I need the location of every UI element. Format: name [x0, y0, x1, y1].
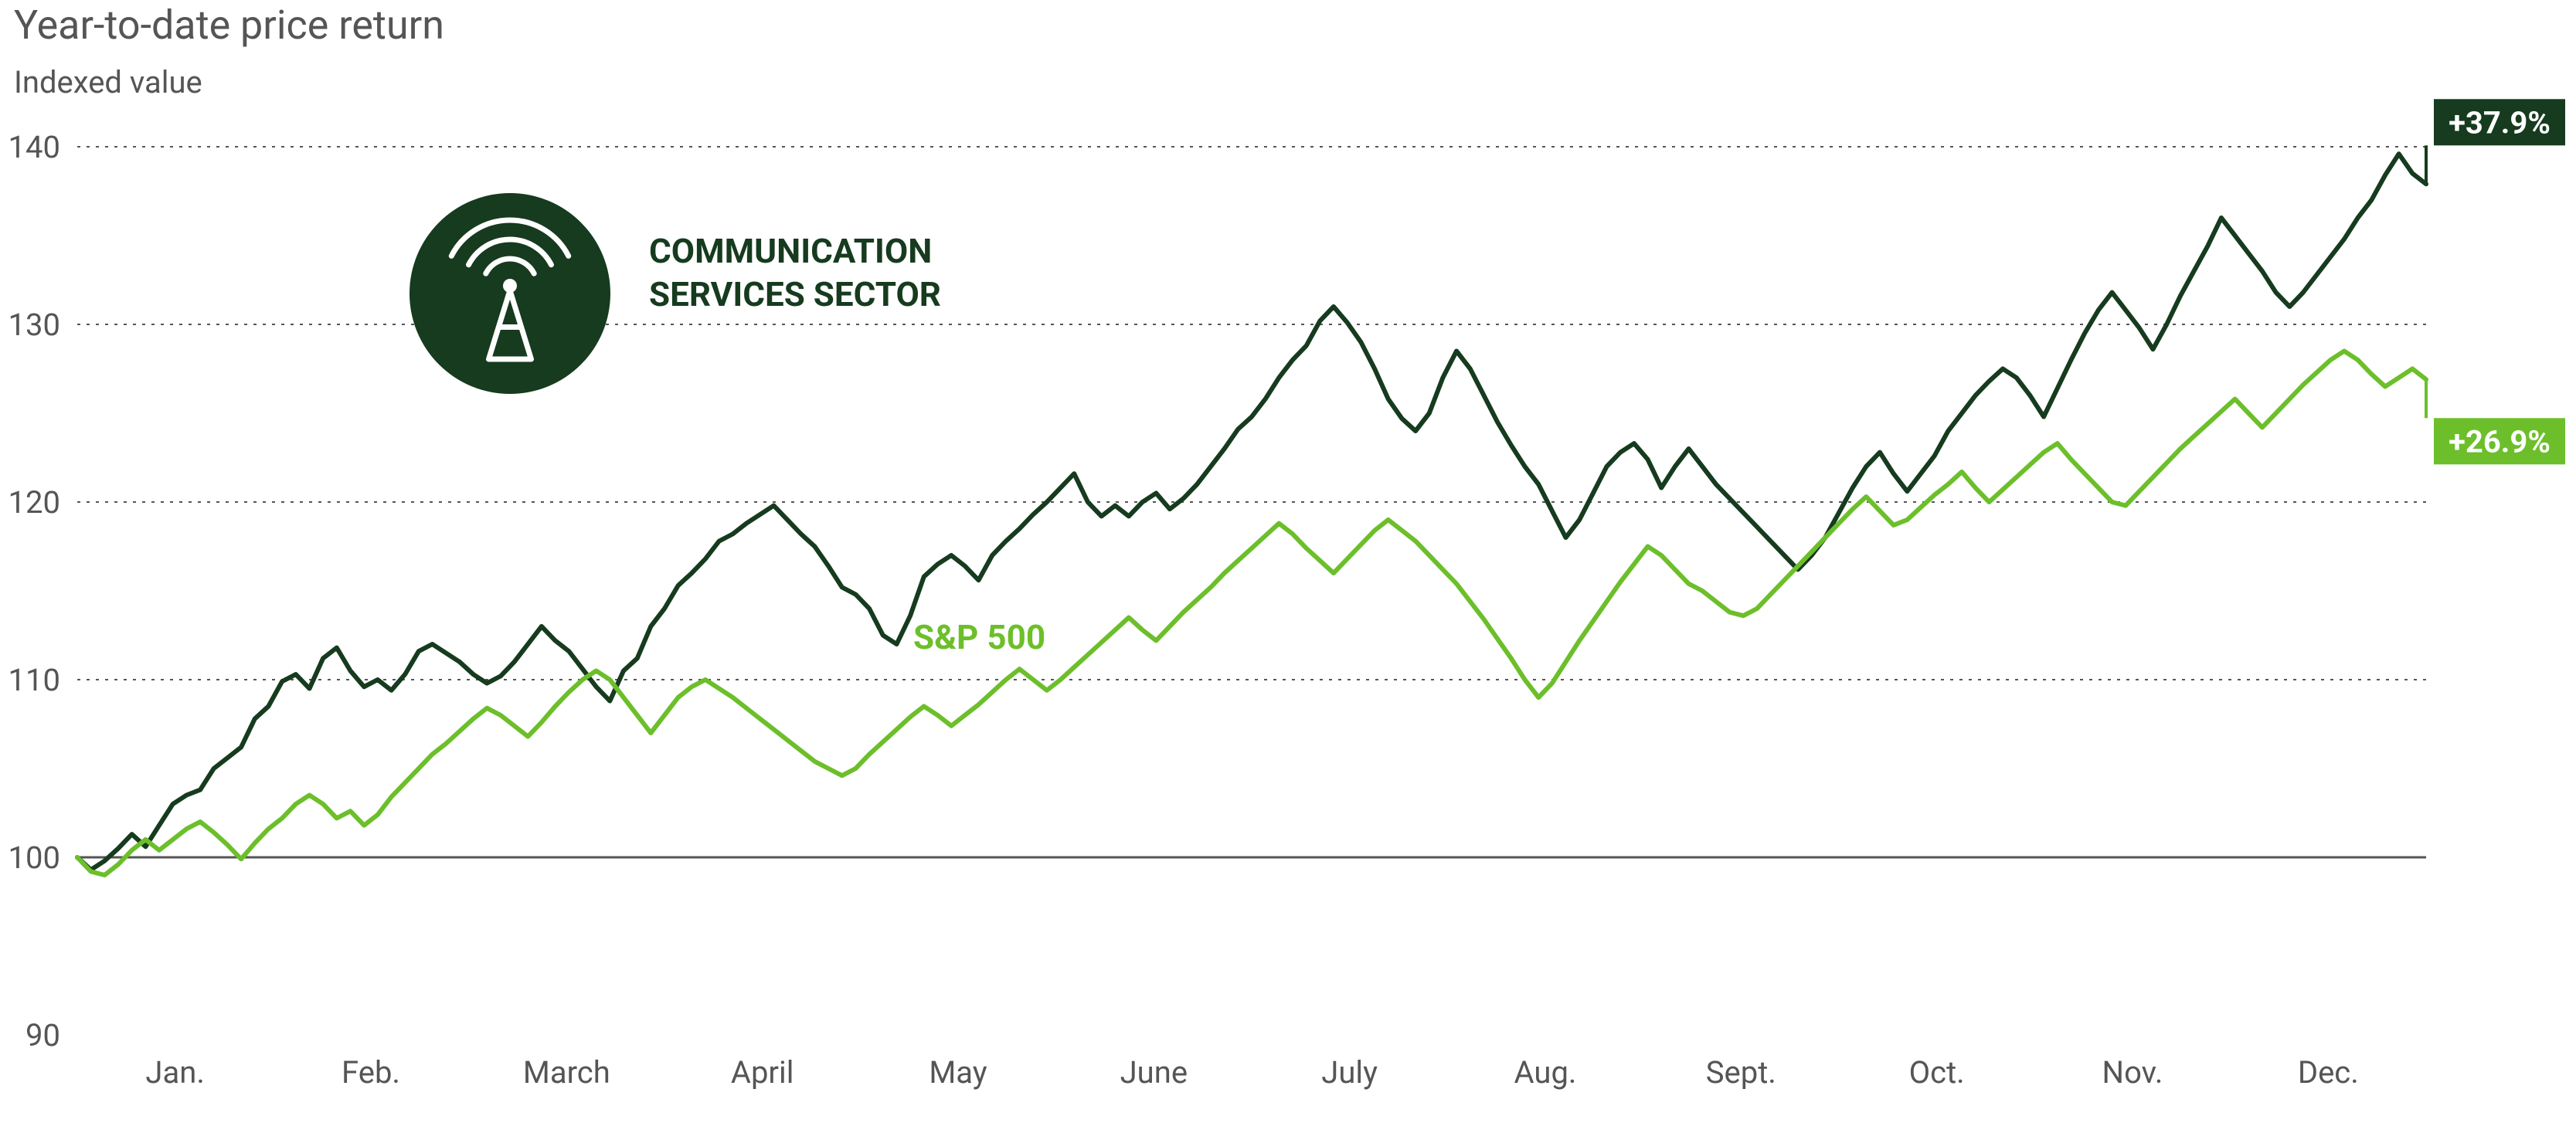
- series-label-sp500: S&P 500: [913, 617, 1045, 657]
- y-tick-label: 90: [25, 1017, 60, 1053]
- y-tick-label: 140: [8, 129, 60, 165]
- sector-icon: [410, 193, 610, 394]
- x-tick-label: July: [1321, 1054, 1378, 1091]
- x-tick-label: March: [523, 1054, 610, 1091]
- ytd-price-return-chart: Year-to-date price return Indexed value 90…: [0, 0, 2576, 1123]
- x-tick-label: June: [1120, 1054, 1188, 1091]
- x-tick-label: Oct.: [1909, 1054, 1965, 1091]
- chart-title: Year-to-date price return: [14, 2, 444, 49]
- x-tick-label: April: [731, 1054, 794, 1091]
- x-tick-label: Dec.: [2298, 1054, 2359, 1091]
- y-tick-label: 110: [8, 662, 60, 698]
- y-tick-label: 100: [8, 840, 60, 876]
- y-tick-label: 130: [8, 307, 60, 343]
- series-sp500: [77, 351, 2426, 876]
- x-tick-label: Aug.: [1514, 1054, 1577, 1091]
- y-tick-label: 120: [8, 484, 60, 521]
- x-tick-label: Feb.: [342, 1054, 400, 1091]
- series-label-comm-line1: COMMUNICATION: [649, 231, 932, 271]
- series-label-comm-line2: SERVICES SECTOR: [649, 274, 941, 314]
- x-tick-label: May: [929, 1054, 987, 1091]
- chart-subtitle: Indexed value: [14, 64, 202, 100]
- end-badge-label-sp500: +26.9%: [2449, 423, 2551, 460]
- end-badge-label-comm_services: +37.9%: [2449, 104, 2551, 141]
- chart-svg: Year-to-date price return Indexed value 90…: [0, 0, 2576, 1123]
- x-tick-label: Sept.: [1706, 1054, 1776, 1091]
- x-tick-label: Nov.: [2102, 1054, 2163, 1091]
- x-tick-label: Jan.: [145, 1054, 204, 1091]
